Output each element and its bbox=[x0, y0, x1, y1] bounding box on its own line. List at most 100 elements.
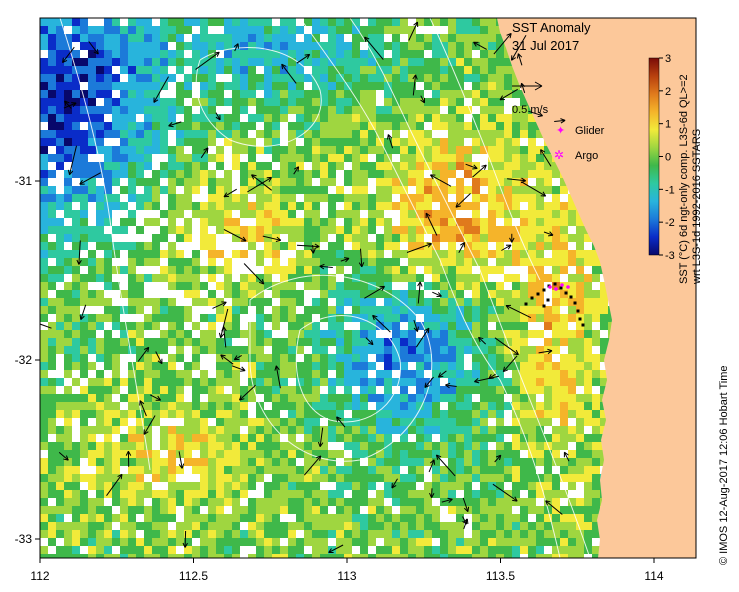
velocity-arrow bbox=[473, 41, 487, 50]
velocity-arrow bbox=[234, 354, 242, 361]
velocity-arrow bbox=[521, 83, 526, 94]
colorbar: 3 2 1 0 -1 -2 -3 SST (°C) 6d ngt-only comp. L3… bbox=[648, 53, 703, 285]
velocity-arrowhead bbox=[221, 301, 227, 307]
sst-cell-group bbox=[128, 138, 592, 482]
velocity-arrow bbox=[275, 365, 281, 389]
velocity-arrow bbox=[220, 354, 234, 365]
glider-point bbox=[553, 282, 557, 286]
velocity-arrow bbox=[184, 530, 187, 548]
velocity-arrow bbox=[78, 240, 81, 265]
velocity-arrow bbox=[478, 336, 487, 345]
velocity-arrowhead bbox=[293, 166, 300, 172]
contour-line bbox=[249, 274, 433, 462]
y-tick-label: -31 bbox=[15, 174, 33, 188]
glider-point bbox=[536, 292, 540, 296]
velocity-arrowhead bbox=[317, 441, 324, 447]
glider-point bbox=[573, 301, 577, 305]
glider-point bbox=[542, 288, 546, 292]
map-date: 31 Jul 2017 bbox=[512, 38, 579, 53]
x-tick-label: 113 bbox=[337, 569, 356, 583]
velocity-arrowhead bbox=[412, 74, 418, 80]
velocity-arrowhead bbox=[420, 97, 425, 104]
plot-area bbox=[40, 18, 696, 558]
velocity-arrowhead bbox=[495, 454, 502, 461]
velocity-arrowhead bbox=[316, 455, 322, 461]
velocity-arrow bbox=[502, 355, 518, 373]
velocity-arrow bbox=[168, 121, 182, 127]
sst-cell-group bbox=[40, 18, 696, 558]
velocity-arrowhead bbox=[547, 348, 553, 355]
glider-latest-point bbox=[566, 285, 570, 289]
velocity-arrow bbox=[296, 244, 320, 248]
velocity-arrowhead bbox=[513, 349, 519, 356]
velocity-arrowhead bbox=[435, 454, 442, 460]
velocity-arrowhead bbox=[481, 164, 487, 170]
glider-point bbox=[546, 298, 550, 302]
velocity-arrow bbox=[554, 119, 566, 122]
velocity-scale: 0.5 m/s bbox=[512, 81, 549, 116]
velocity-arrow bbox=[153, 76, 169, 103]
glider-point bbox=[581, 323, 585, 327]
velocity-arrow bbox=[412, 74, 417, 96]
velocity-arrowhead bbox=[240, 366, 246, 372]
velocity-arrow bbox=[408, 21, 418, 41]
velocity-arrow bbox=[40, 323, 52, 329]
velocity-arrowhead bbox=[275, 236, 282, 242]
contour-line bbox=[429, 18, 541, 281]
velocity-arrow bbox=[296, 53, 310, 64]
argo-legend-label: Argo bbox=[575, 150, 598, 162]
velocity-arrow bbox=[247, 176, 272, 193]
colorbar-ticks: 3 2 1 0 -1 -2 -3 bbox=[659, 53, 675, 262]
velocity-arrow bbox=[79, 172, 101, 185]
velocity-arrowhead bbox=[143, 429, 149, 435]
velocity-arrowhead bbox=[139, 400, 145, 406]
velocity-arrow bbox=[436, 454, 456, 477]
velocity-arrowhead bbox=[472, 164, 478, 170]
colorbar-tick-label: -1 bbox=[665, 184, 675, 196]
velocity-arrow bbox=[415, 327, 430, 348]
velocity-arrowhead bbox=[413, 21, 419, 28]
velocity-arrow bbox=[360, 248, 363, 267]
velocity-scale-arrowhead bbox=[534, 81, 543, 91]
velocity-arrow bbox=[445, 384, 457, 387]
velocity-arrowhead bbox=[251, 174, 257, 180]
velocity-arrowhead bbox=[314, 243, 320, 250]
velocity-arrow bbox=[543, 231, 554, 236]
velocity-arrow bbox=[364, 285, 385, 299]
velocity-arrowhead bbox=[218, 332, 225, 339]
velocity-arrowhead bbox=[474, 378, 480, 384]
velocity-arrow bbox=[494, 454, 502, 463]
velocity-arrowhead bbox=[455, 202, 461, 208]
velocity-arrowhead bbox=[540, 191, 547, 197]
velocity-arrow bbox=[372, 315, 391, 333]
sst-cell-group bbox=[40, 50, 104, 154]
velocity-arrow bbox=[563, 451, 570, 462]
velocity-arrowhead bbox=[258, 279, 265, 285]
glider-legend-label: Glider bbox=[575, 125, 605, 137]
velocity-arrow bbox=[63, 102, 77, 109]
velocity-arrowhead bbox=[233, 355, 240, 361]
velocity-arrow bbox=[494, 337, 519, 356]
glider-latest-point bbox=[560, 283, 564, 287]
velocity-arrowhead bbox=[499, 95, 505, 101]
velocity-arrowhead bbox=[424, 327, 430, 334]
velocity-arrow bbox=[499, 88, 518, 101]
velocity-arrow bbox=[474, 375, 500, 383]
velocity-arrow bbox=[88, 41, 99, 55]
velocity-scale-label: 0.5 m/s bbox=[512, 104, 549, 116]
velocity-arrowhead bbox=[368, 339, 374, 346]
velocity-arrow bbox=[137, 347, 150, 362]
velocity-arrow bbox=[340, 257, 350, 262]
velocity-arrowhead bbox=[506, 32, 512, 39]
velocity-arrowhead bbox=[117, 473, 123, 480]
velocity-arrow bbox=[505, 305, 532, 319]
velocity-arrow bbox=[538, 350, 553, 354]
velocity-arrow bbox=[441, 498, 453, 503]
legend: ✦ Glider ✲ Argo bbox=[554, 125, 605, 162]
velocity-arrowhead bbox=[143, 346, 150, 353]
velocity-arrow bbox=[413, 319, 418, 332]
velocity-arrow bbox=[281, 63, 297, 84]
velocity-arrow bbox=[234, 43, 239, 52]
velocity-arrowhead bbox=[358, 262, 365, 268]
glider-latest-point bbox=[554, 287, 558, 291]
